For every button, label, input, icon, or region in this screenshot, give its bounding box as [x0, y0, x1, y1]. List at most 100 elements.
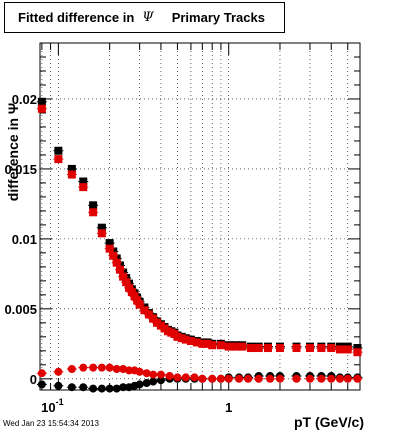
data-point: [37, 104, 46, 113]
timestamp-footer: Wed Jan 23 15:54:34 2013: [3, 419, 99, 428]
y-axis-title: difference in Ψ: [5, 103, 21, 201]
data-point: [135, 380, 144, 389]
data-point: [119, 272, 128, 281]
data-point: [89, 384, 98, 393]
data-point: [292, 344, 301, 353]
data-point: [244, 374, 253, 383]
series-3: [36, 363, 363, 383]
data-point: [37, 380, 46, 389]
data-point: [122, 278, 131, 287]
data-point: [105, 239, 114, 248]
data-point: [142, 369, 151, 378]
data-point: [198, 339, 207, 348]
data-point: [156, 376, 165, 385]
data-point: [109, 251, 118, 260]
y-tick-label: 0.01: [12, 232, 37, 247]
data-series: [36, 97, 363, 393]
data-point: [173, 373, 182, 382]
data-point: [115, 265, 124, 274]
title-prefix: Fitted difference in: [18, 10, 135, 25]
data-point: [105, 384, 114, 393]
x-tick-exponent: -1: [56, 397, 64, 407]
data-point: [144, 310, 153, 319]
data-point: [343, 374, 352, 383]
data-point: [79, 183, 88, 192]
data-point: [254, 374, 263, 383]
data-point: [181, 335, 190, 344]
data-point: [335, 345, 344, 354]
data-point: [275, 344, 284, 353]
data-point: [37, 97, 46, 106]
data-point: [54, 367, 63, 376]
axes-frame: [39, 42, 361, 391]
data-point: [208, 341, 217, 350]
y-tick-label: 0: [30, 372, 37, 387]
data-point: [224, 374, 233, 383]
data-point: [149, 377, 158, 386]
chart-title: Fitted difference in Ψ Primary Tracks: [4, 2, 285, 33]
data-point: [89, 208, 98, 217]
data-point: [198, 374, 207, 383]
y-tick-label: 0.02: [12, 92, 37, 107]
data-point: [97, 223, 106, 232]
data-point: [79, 177, 88, 186]
data-point: [37, 369, 46, 378]
data-point: [192, 338, 201, 347]
data-point: [216, 374, 225, 383]
data-point: [327, 344, 336, 353]
data-point: [246, 344, 255, 353]
data-point: [263, 344, 272, 353]
y-tick-label: 0.015: [4, 162, 37, 177]
title-psi-symbol: Ψ: [142, 10, 154, 25]
data-point: [112, 258, 121, 267]
data-point: [67, 365, 76, 374]
data-point: [149, 370, 158, 379]
data-point: [67, 170, 76, 179]
data-point: [165, 372, 174, 381]
data-point: [79, 383, 88, 392]
data-point: [266, 374, 275, 383]
data-point: [97, 229, 106, 238]
data-point: [216, 341, 225, 350]
data-point: [177, 334, 186, 343]
data-point: [353, 344, 362, 353]
data-point: [97, 384, 106, 393]
series-1: [36, 104, 363, 357]
data-point: [130, 292, 139, 301]
data-point: [224, 342, 233, 351]
data-point: [127, 288, 136, 297]
data-point: [238, 342, 247, 351]
data-point: [135, 367, 144, 376]
data-point: [89, 363, 98, 372]
data-point: [79, 363, 88, 372]
x-tick-label: 10-1: [41, 397, 63, 415]
data-point: [67, 164, 76, 173]
data-point: [231, 342, 240, 351]
data-point: [89, 201, 98, 210]
data-point: [235, 374, 244, 383]
data-point: [186, 337, 195, 346]
tick-labels: 0 0.005 0.01 0.015 0.02 10-1 1: [4, 92, 232, 415]
plot-frame: [39, 42, 361, 391]
data-point: [335, 374, 344, 383]
data-point: [317, 374, 326, 383]
data-point: [105, 363, 114, 372]
data-point: [208, 374, 217, 383]
data-point: [105, 244, 114, 253]
data-point: [97, 363, 106, 372]
data-point: [275, 374, 284, 383]
data-point: [125, 366, 134, 375]
data-point: [305, 374, 314, 383]
data-point: [327, 374, 336, 383]
data-point: [181, 373, 190, 382]
data-point: [343, 345, 352, 354]
title-suffix: Primary Tracks: [171, 10, 265, 25]
data-point: [156, 370, 165, 379]
data-point: [149, 314, 158, 323]
data-point: [353, 348, 362, 357]
data-point: [190, 373, 199, 382]
data-point: [292, 374, 301, 383]
data-point: [142, 379, 151, 388]
data-point: [317, 344, 326, 353]
